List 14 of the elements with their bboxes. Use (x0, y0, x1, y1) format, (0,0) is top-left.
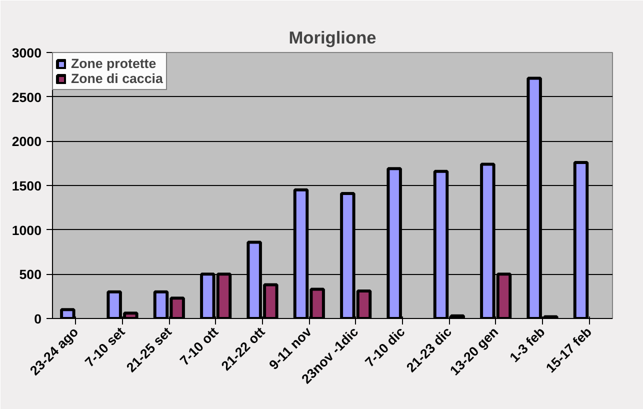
y-tick-label: 3000 (12, 46, 42, 60)
x-tick-label: 7-10 ott (177, 324, 222, 368)
y-tick-label: 1500 (12, 178, 42, 194)
y-tick-label: 2500 (12, 90, 42, 105)
chart-title: Moriglione (288, 28, 377, 48)
x-tick-label: 1-3 feb (506, 324, 548, 366)
y-tick-label: 0 (34, 312, 42, 326)
y-tick-label: 2000 (12, 134, 42, 150)
x-tick-label: 7-10 set (82, 324, 128, 370)
y-tick-label: 1000 (12, 222, 42, 238)
x-tick-label: 7-10 dic (362, 324, 408, 370)
y-tick-label: 500 (19, 267, 42, 282)
legend-label: Zone protette (71, 56, 156, 71)
legend-label: Zone di caccia (71, 71, 163, 86)
